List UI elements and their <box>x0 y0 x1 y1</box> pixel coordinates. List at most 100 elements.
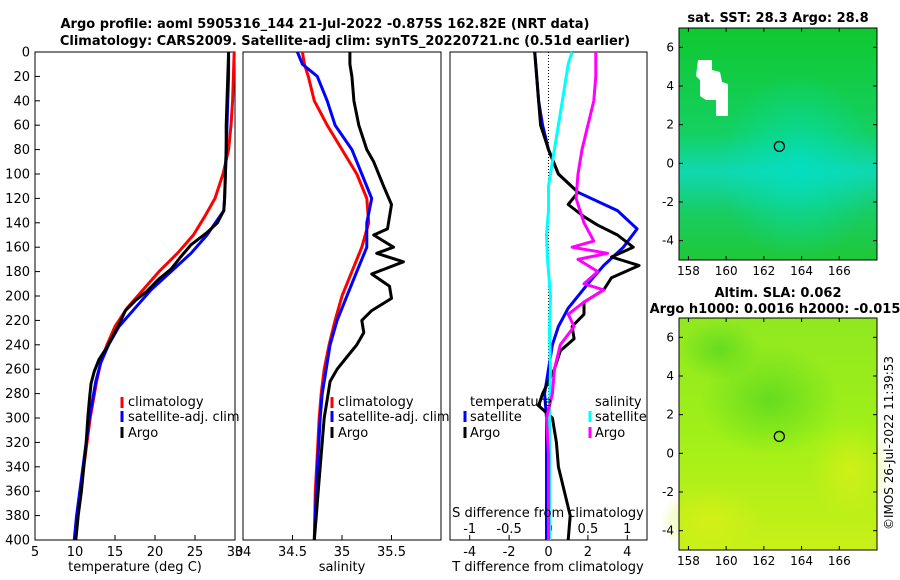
y-tick-label: 40 <box>13 94 30 109</box>
lat-tick-label: 2 <box>666 408 674 422</box>
legend-t-argo: Argo <box>470 426 500 441</box>
lon-tick-label: 158 <box>677 264 700 278</box>
sla-map-title: Altim. SLA: 0.062 <box>715 286 842 301</box>
legend-s-argo: Argo <box>595 426 625 441</box>
legend-climatology: climatology <box>128 395 204 410</box>
lat-tick-label: -4 <box>662 524 674 538</box>
sst-missing-data-patch <box>696 60 728 116</box>
x-tick-label-top: -0.5 <box>496 522 521 537</box>
lat-tick-label: -4 <box>662 234 674 248</box>
sla-map-frame <box>678 317 878 551</box>
series-argo <box>74 51 231 541</box>
salinity-legend: climatology satellite-adj. clim Argo <box>330 395 450 441</box>
x-tick-label-top: -1 <box>463 522 476 537</box>
x-tick-label: 34.5 <box>278 545 307 560</box>
x-tick-label: 35 <box>334 545 351 560</box>
series-t-argo <box>533 51 641 541</box>
legend-satellite: satellite-adj. clim <box>338 410 450 425</box>
timestamp: ©IMOS 26-Jul-2022 11:39:53 <box>882 356 896 530</box>
sla-map: Altim. SLA: 0.062 Argo h1000: 0.0016 h20… <box>650 286 900 568</box>
legend-t-satellite: satellite <box>470 410 522 425</box>
x-tick-label: 35.5 <box>377 545 406 560</box>
sla-high-patch <box>810 420 890 520</box>
legend-satellite: satellite-adj. clim <box>128 410 240 425</box>
y-tick-label: 220 <box>5 314 30 329</box>
lat-tick-label: -2 <box>662 485 674 499</box>
x-tick-label: 25 <box>187 545 204 560</box>
x-tick-label: -2 <box>503 545 516 560</box>
salinity-panel: 34 34.5 35 35.5 salinity climatology satell… <box>235 51 450 575</box>
title-line-1: Argo profile: aoml 5905316_144 21-Jul-20… <box>61 17 590 32</box>
sst-latitude-ticks: 6 4 2 0 -2 -4 <box>662 40 877 248</box>
y-tick-label: 240 <box>5 338 30 353</box>
x-tick-label-top: 0.5 <box>578 522 599 537</box>
legend-argo: Argo <box>338 426 368 441</box>
x-tick-label: 4 <box>623 545 631 560</box>
lon-tick-label: 160 <box>715 264 738 278</box>
lat-tick-label: 4 <box>666 79 674 93</box>
y-tick-label: 360 <box>5 485 30 500</box>
x-tick-label: 2 <box>584 545 592 560</box>
y-tick-label: 300 <box>5 412 30 427</box>
x-tick-label: 20 <box>147 545 164 560</box>
sla-argo-position-marker <box>773 430 785 443</box>
legend-temperature-title: temperature <box>470 395 552 410</box>
temperature-axis-ticks: 5 10 15 20 25 30 <box>31 535 243 560</box>
series-s-satellite <box>545 51 574 540</box>
y-tick-label: 60 <box>13 119 30 134</box>
t-difference-axis-ticks: -4 -2 0 2 4 <box>463 535 631 560</box>
difference-panel: -4 -2 0 2 4 -1 -0.5 0 0.5 1 S difference from cl… <box>449 51 648 575</box>
sla-longitude-ticks: 158 160 162 164 166 <box>677 318 851 568</box>
series-argo <box>312 52 405 541</box>
series-s-argo <box>545 52 610 540</box>
y-tick-label: 180 <box>5 265 30 280</box>
y-tick-label: 20 <box>13 70 30 85</box>
sla-map-subtitle: Argo h1000: 0.0016 h2000: -0.015 <box>650 302 900 317</box>
y-tick-label: 0 <box>22 46 30 61</box>
y-tick-label: 100 <box>5 168 30 183</box>
lat-tick-label: 2 <box>666 118 674 132</box>
temperature-axes <box>34 51 236 541</box>
y-tick-label: 380 <box>5 509 30 524</box>
x-tick-label: -4 <box>463 545 476 560</box>
lon-tick-label: 160 <box>715 554 738 568</box>
y-tick-label: 200 <box>5 290 30 305</box>
lat-tick-label: 6 <box>666 330 674 344</box>
x-tick-label: 5 <box>31 545 39 560</box>
x-tick-label-top: 1 <box>623 522 631 537</box>
y-tick-label: 340 <box>5 460 30 475</box>
y-tick-label: 80 <box>13 143 30 158</box>
legend-climatology: climatology <box>338 395 414 410</box>
x-tick-label: 30 <box>227 545 244 560</box>
x-tick-label: 15 <box>107 545 124 560</box>
sla-latitude-ticks: 6 4 2 0 -2 -4 <box>662 330 877 538</box>
lon-tick-label: 162 <box>752 264 775 278</box>
lon-tick-label: 158 <box>677 554 700 568</box>
lat-tick-label: 6 <box>666 40 674 54</box>
difference-legend: temperature satellite Argo salinity sate… <box>463 395 647 441</box>
sst-map: sat. SST: 28.3 Argo: 28.8 158 160 162 164 16… <box>662 11 878 278</box>
x-tick-label: 0 <box>544 545 552 560</box>
t-difference-label: T difference from climatology <box>451 560 644 575</box>
lat-tick-label: 0 <box>666 156 674 170</box>
series-satellite-adj-clim <box>296 51 374 541</box>
lat-tick-label: 0 <box>666 446 674 460</box>
lon-tick-label: 162 <box>752 554 775 568</box>
lon-tick-label: 166 <box>828 264 851 278</box>
legend-salinity-title: salinity <box>595 395 642 410</box>
lat-tick-label: -2 <box>662 195 674 209</box>
x-tick-label: 10 <box>67 545 84 560</box>
sst-map-frame <box>678 27 878 261</box>
legend-s-satellite: satellite <box>595 410 647 425</box>
lon-tick-label: 164 <box>790 264 813 278</box>
y-tick-label: 260 <box>5 363 30 378</box>
salinity-xlabel: salinity <box>319 560 366 575</box>
sst-argo-position-marker <box>773 140 785 153</box>
lon-tick-label: 164 <box>790 554 813 568</box>
y-tick-label: 160 <box>5 241 30 256</box>
y-tick-label: 140 <box>5 216 30 231</box>
salinity-axis-ticks: 34 34.5 35 35.5 <box>235 535 406 560</box>
temperature-xlabel: temperature (deg C) <box>68 560 202 575</box>
y-tick-label: 320 <box>5 436 30 451</box>
s-difference-label: S difference from climatology <box>452 506 644 521</box>
